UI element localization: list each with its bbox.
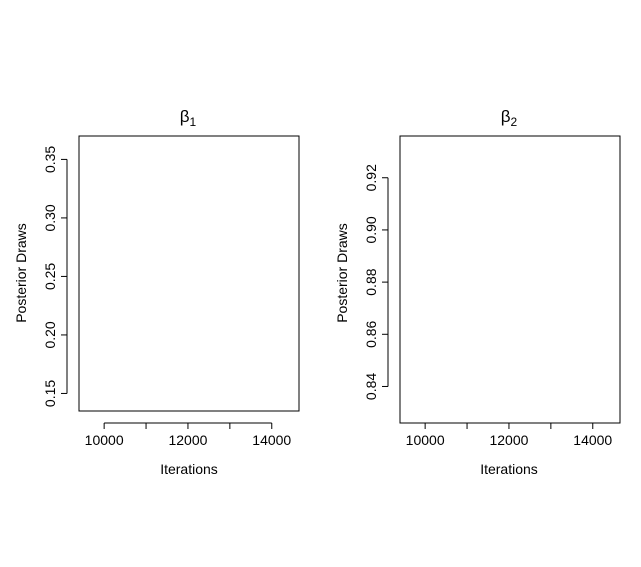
y-tick-label: 0.20 — [42, 321, 58, 348]
y-tick-label: 0.88 — [363, 268, 379, 295]
axes: 10000 12000 14000 0.84 0.86 0.88 0.90 0.92 — [363, 164, 612, 448]
panel-beta-2: β2 10000 12000 14000 0.84 0.86 0.88 0.90 0.92 I… — [334, 107, 621, 477]
y-tick-label: 0.86 — [363, 320, 379, 347]
y-tick-label: 0.25 — [42, 263, 58, 290]
y-axis-label: Posterior Draws — [334, 223, 350, 323]
x-axis-label: Iterations — [160, 461, 218, 477]
panel-title: β1 — [180, 107, 197, 129]
x-tick-label: 12000 — [489, 432, 528, 448]
axes: 10000 12000 14000 0.15 0.20 0.25 0.30 0.35 — [42, 146, 291, 448]
panel-title: β2 — [501, 107, 518, 129]
x-tick-label: 10000 — [406, 432, 445, 448]
plot-frame — [399, 135, 621, 424]
y-tick-label: 0.84 — [363, 373, 379, 400]
y-tick-label: 0.35 — [42, 146, 58, 173]
x-tick-label: 14000 — [573, 432, 612, 448]
x-tick-label: 14000 — [252, 432, 291, 448]
y-tick-label: 0.92 — [363, 164, 379, 191]
plot-frame — [78, 135, 300, 412]
y-tick-label: 0.30 — [42, 204, 58, 231]
y-tick-label: 0.90 — [363, 216, 379, 243]
x-tick-label: 12000 — [168, 432, 207, 448]
x-tick-label: 10000 — [85, 432, 124, 448]
panel-beta-1: β1 10000 12000 14000 0.15 0.20 0.25 0.30 0.35 I… — [13, 107, 300, 477]
x-axis-label: Iterations — [480, 461, 538, 477]
y-axis-label: Posterior Draws — [13, 223, 29, 323]
y-tick-label: 0.15 — [42, 380, 58, 407]
